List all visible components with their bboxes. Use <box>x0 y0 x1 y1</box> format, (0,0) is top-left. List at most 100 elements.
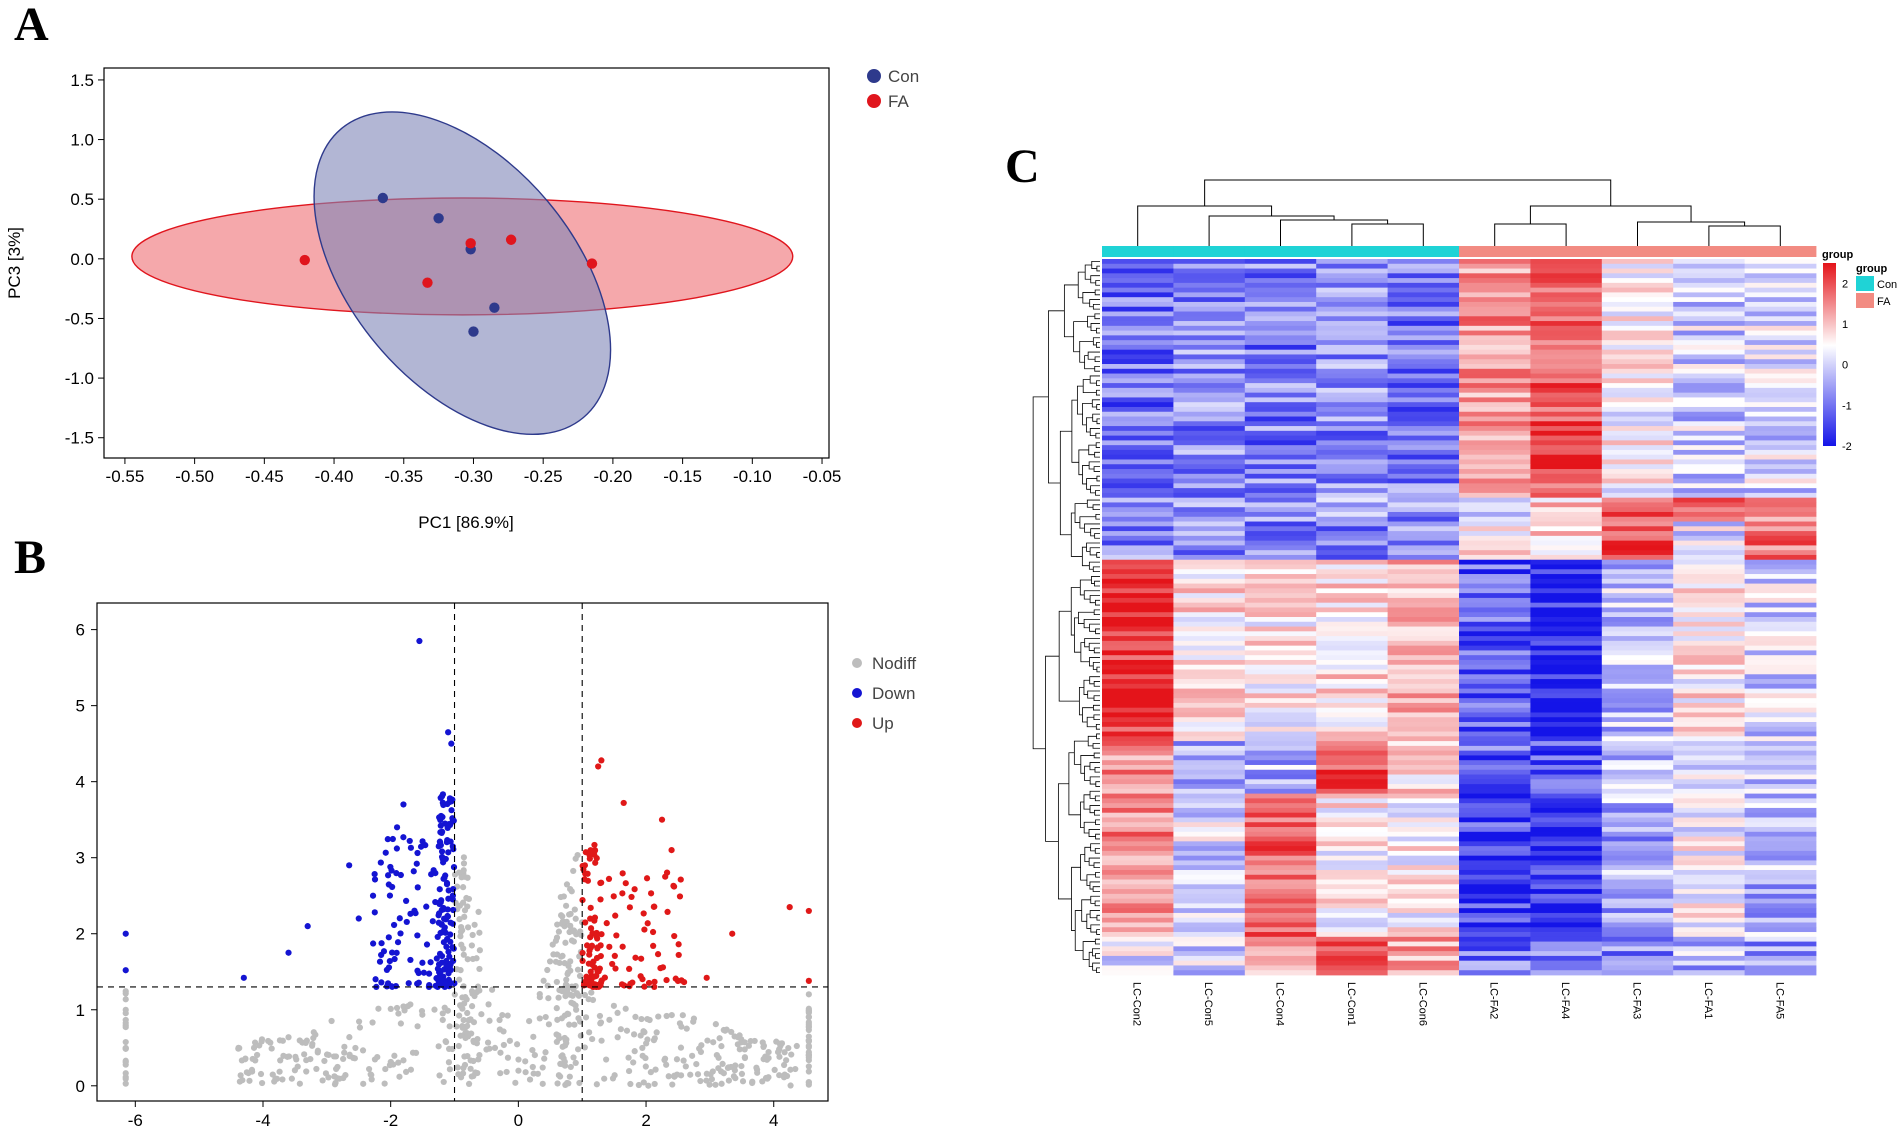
dendrogram-branch <box>1080 854 1087 881</box>
heatmap-cell <box>1387 889 1460 895</box>
heatmap-cell <box>1601 793 1674 799</box>
heatmap-cell <box>1387 879 1460 885</box>
heatmap-cell <box>1244 492 1317 499</box>
heatmap-cell <box>1102 960 1174 966</box>
heatmap-cell <box>1459 602 1531 608</box>
volcano-point-nodiff <box>486 1017 493 1024</box>
volcano-point-nodiff <box>468 988 476 995</box>
volcano-point-nodiff <box>732 1075 739 1082</box>
volcano-point-down <box>403 918 410 926</box>
heatmap-cell <box>1601 817 1674 823</box>
volcano-point-nodiff <box>565 969 572 976</box>
volcano-point-down <box>285 949 292 956</box>
heatmap-cell <box>1173 784 1246 790</box>
volcano-point-nodiff <box>506 1037 513 1044</box>
volcano-point-nodiff <box>614 1009 621 1016</box>
heatmap-cell <box>1673 760 1745 766</box>
dendrogram-branch <box>1096 666 1100 673</box>
heatmap-cell <box>1601 559 1674 565</box>
volcano-point-nodiff <box>698 1042 705 1049</box>
volcano-point-nodiff <box>572 1059 579 1066</box>
heatmap-cell <box>1102 259 1174 265</box>
heatmap-cell <box>1601 440 1674 446</box>
heatmap-cell <box>1601 435 1674 441</box>
heatmap-cell <box>1530 760 1603 766</box>
heatmap-cell <box>1173 378 1246 384</box>
volcano-point-nodiff <box>122 996 129 1003</box>
heatmap-cell <box>1673 540 1745 546</box>
heatmap-cell <box>1316 803 1388 809</box>
volcano-point-nodiff <box>258 1038 265 1045</box>
heatmap-cell <box>1244 297 1317 303</box>
volcano-point-down <box>393 845 400 852</box>
heatmap-cell <box>1244 702 1317 709</box>
heatmap-cell <box>1316 397 1388 403</box>
heatmap-cell <box>1673 535 1745 542</box>
volcano-point-nodiff <box>703 1077 710 1084</box>
volcano-point-down <box>355 915 362 922</box>
heatmap-cell <box>1173 526 1246 532</box>
heatmap-cell <box>1316 798 1388 804</box>
heatmap-cell <box>1244 784 1317 790</box>
heatmap-cell <box>1316 359 1388 365</box>
heatmap-cell <box>1316 793 1388 799</box>
heatmap-cell <box>1316 316 1388 322</box>
volcano-point-down <box>378 979 385 986</box>
volcano-point-nodiff <box>242 1056 249 1063</box>
volcano-point-nodiff <box>805 1005 812 1012</box>
heatmap-cell <box>1601 731 1674 737</box>
dendrogram-branch <box>1089 790 1100 799</box>
heatmap-cell <box>1459 903 1531 909</box>
heatmap-cell <box>1673 497 1745 503</box>
heatmap-cell <box>1316 554 1388 561</box>
heatmap-cell <box>1459 636 1531 642</box>
heatmap-group-cell-con <box>1173 246 1246 257</box>
volcano-point-up <box>612 912 619 919</box>
heatmap-cell <box>1173 846 1246 852</box>
heatmap-cell <box>1387 550 1460 556</box>
volcano-point-nodiff <box>749 1078 756 1085</box>
heatmap-cell <box>1673 578 1745 584</box>
volcano-point-nodiff <box>623 1027 631 1034</box>
volcano-point-up <box>605 875 613 882</box>
heatmap-cell <box>1744 554 1817 561</box>
heatmap-cell <box>1244 889 1317 895</box>
heatmap-cell <box>1244 827 1317 833</box>
heatmap-cell <box>1673 301 1745 308</box>
volcano-point-up <box>805 907 812 915</box>
heatmap-cell <box>1102 292 1174 298</box>
volcano-point-down <box>445 965 452 972</box>
volcano-point-down <box>410 868 417 875</box>
heatmap-cell <box>1102 908 1174 914</box>
heatmap-cell <box>1316 827 1388 833</box>
volcano-point-nodiff <box>496 1026 503 1033</box>
heatmap-cell <box>1244 535 1317 542</box>
heatmap-cell <box>1744 951 1817 957</box>
heatmap-cell <box>1387 698 1460 704</box>
volcano-point-nodiff <box>237 1072 244 1079</box>
heatmap-cell <box>1244 850 1317 857</box>
heatmap-cell <box>1601 321 1674 327</box>
heatmap-cell <box>1102 965 1174 971</box>
heatmap-cell <box>1244 788 1317 795</box>
pca-points <box>299 192 598 337</box>
heatmap-cell <box>1316 597 1388 604</box>
heatmap-cell <box>1673 564 1745 570</box>
heatmap-cell <box>1173 612 1246 618</box>
heatmap-cell <box>1102 516 1174 522</box>
heatmap-cell <box>1244 540 1317 546</box>
heatmap-cell <box>1601 860 1674 866</box>
dendrogram-branch <box>1078 687 1084 716</box>
heatmap-cell <box>1102 473 1174 479</box>
heatmap-color-scale <box>1823 263 1836 446</box>
heatmap-cell <box>1459 745 1531 752</box>
heatmap-cell <box>1387 263 1460 269</box>
volcano-point-nodiff <box>395 1010 402 1017</box>
heatmap-cell <box>1673 688 1745 694</box>
volcano-point-nodiff <box>319 1077 326 1084</box>
heatmap-cell <box>1173 841 1246 847</box>
heatmap-cell <box>1173 965 1246 971</box>
dendrogram-branch <box>1494 223 1567 246</box>
volcano-point-nodiff <box>545 1021 553 1028</box>
heatmap-cell <box>1173 788 1246 795</box>
